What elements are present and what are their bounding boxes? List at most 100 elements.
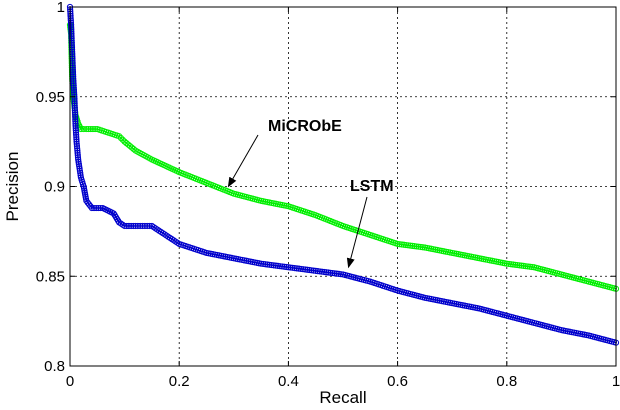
data-point [72, 122, 79, 130]
data-point [73, 140, 80, 147]
data-point [310, 267, 317, 274]
data-point [394, 240, 401, 248]
data-point [125, 222, 133, 230]
data-point [306, 266, 313, 274]
data-point [76, 163, 83, 170]
data-point [71, 104, 78, 112]
data-point [139, 222, 146, 230]
data-point [128, 144, 135, 151]
data-point [76, 167, 83, 174]
data-point [70, 86, 78, 94]
data-point [507, 261, 515, 268]
y-tick-label: 0.8 [44, 358, 65, 375]
data-point [73, 143, 81, 150]
data-point [90, 204, 98, 212]
data-point [72, 120, 79, 127]
data-point [71, 100, 78, 107]
data-point [509, 261, 517, 268]
data-point [318, 268, 326, 275]
data-point [74, 147, 81, 154]
y-tick-label: 0.95 [36, 89, 65, 106]
data-point [134, 222, 141, 230]
data-point [116, 133, 123, 140]
data-point [289, 264, 296, 271]
data-point [76, 165, 83, 172]
data-point [74, 145, 81, 152]
data-point [68, 35, 75, 42]
data-point [316, 268, 323, 275]
data-point [72, 118, 79, 125]
data-point [323, 269, 330, 276]
data-point [287, 264, 294, 271]
data-point [67, 15, 74, 22]
data-point [281, 263, 288, 270]
data-point [72, 129, 80, 136]
data-point [74, 151, 81, 159]
data-point [279, 263, 286, 270]
data-point [119, 136, 126, 143]
data-point [73, 134, 80, 141]
x-tick-label: 1 [612, 373, 620, 390]
data-point [524, 263, 531, 270]
data-point [415, 243, 422, 250]
annotation-label-lstm: LSTM [350, 178, 394, 195]
data-point [71, 98, 78, 105]
data-point [92, 125, 99, 133]
data-point [276, 263, 284, 270]
data-point [87, 125, 94, 133]
data-point [321, 268, 328, 276]
data-point [268, 261, 275, 269]
data-point [95, 204, 102, 212]
data-point [528, 263, 536, 271]
data-point [419, 244, 426, 251]
data-point [333, 270, 340, 277]
data-point [518, 262, 525, 269]
data-point [274, 262, 281, 269]
data-point [70, 84, 77, 91]
ticks: 0 0.2 0.4 0.6 0.8 1 0.8 0.85 0.9 0.95 1 [36, 0, 620, 390]
data-point [68, 39, 75, 47]
data-point [67, 17, 74, 24]
data-point [128, 222, 135, 230]
data-point [70, 82, 77, 89]
annotation-label-microbe: MiCRObE [268, 118, 342, 135]
data-point [68, 46, 76, 53]
data-point [141, 222, 148, 230]
data-point [73, 138, 80, 145]
data-point [68, 33, 75, 40]
data-point [125, 141, 132, 148]
data-point [413, 243, 420, 250]
data-point [77, 172, 84, 179]
data-point [72, 116, 79, 123]
data-point [526, 263, 534, 270]
data-point [300, 266, 307, 273]
data-point [512, 261, 519, 268]
data-point [123, 222, 130, 230]
data-point [68, 42, 76, 49]
data-point [260, 260, 267, 268]
data-point [137, 222, 144, 230]
data-point [302, 266, 309, 273]
y-axis-label: Precision [3, 152, 22, 222]
data-point [68, 26, 75, 33]
data-point [70, 75, 77, 82]
data-point [70, 80, 77, 87]
data-point [270, 262, 277, 269]
data-point [272, 262, 279, 269]
data-point [74, 149, 81, 156]
grid [70, 7, 616, 366]
data-point [514, 261, 521, 269]
data-point [337, 271, 344, 278]
data-point [71, 109, 79, 116]
data-point [325, 269, 332, 276]
data-point [73, 136, 80, 143]
data-point [417, 243, 424, 251]
data-point [262, 261, 269, 268]
data-point [405, 242, 412, 249]
data-point [295, 265, 302, 272]
annotation-arrow [227, 134, 259, 188]
data-point [312, 267, 319, 274]
data-point [264, 261, 271, 268]
data-point [83, 125, 90, 133]
data-point [304, 266, 311, 273]
